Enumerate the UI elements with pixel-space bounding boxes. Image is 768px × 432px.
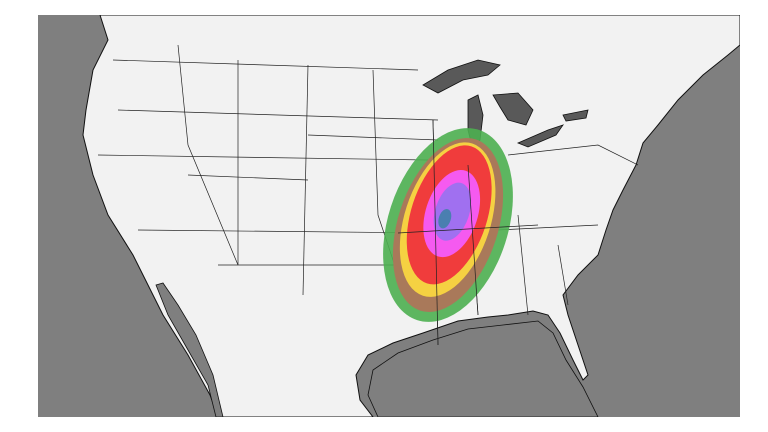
hazard-contours	[383, 128, 513, 322]
lake-huron	[492, 92, 534, 126]
lake-ontario	[562, 109, 589, 122]
lake-erie	[516, 124, 565, 148]
lake-superior	[422, 59, 501, 94]
weather-map	[38, 15, 740, 417]
gulf-of-mexico	[367, 320, 599, 417]
contour-blue	[438, 209, 452, 229]
gulf-of-california	[155, 282, 224, 417]
borders-overlay	[397, 119, 539, 346]
